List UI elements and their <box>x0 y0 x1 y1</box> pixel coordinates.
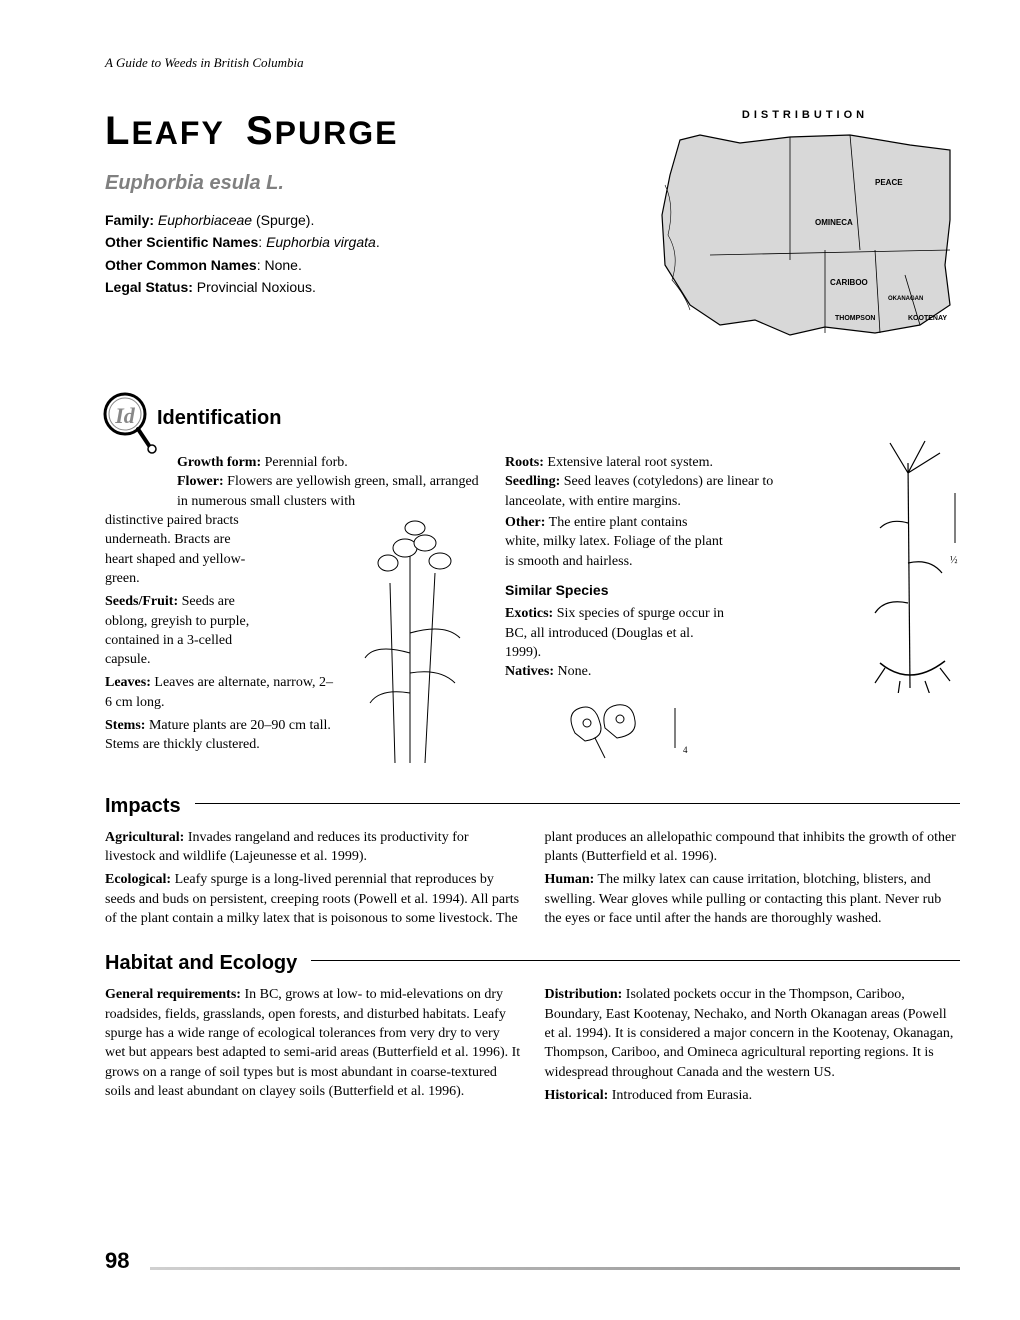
svg-text:Id: Id <box>114 403 136 428</box>
family-label: Family: <box>105 212 154 228</box>
other-common-label: Other Common Names <box>105 257 257 273</box>
family-extra: (Spurge). <box>252 212 314 228</box>
other-common-value: : None. <box>257 257 302 273</box>
region-okanagan: OKANAGAN <box>888 296 923 302</box>
distribution-map: DISTRIBUTION PEACE OMINECA CARIBOO THOMP… <box>650 109 960 369</box>
habitat-title: Habitat and Ecology <box>105 952 297 975</box>
legal-value: Provincial Noxious. <box>193 279 316 295</box>
page-number: 98 <box>105 1248 129 1274</box>
habitat-header: Habitat and Ecology <box>105 952 960 975</box>
ident-col-2-top: Roots: Extensive lateral root system. Se… <box>505 453 815 511</box>
footer-rule <box>150 1267 960 1270</box>
title-rest-1: EAFY <box>131 115 224 151</box>
common-name: LEAFY SPURGE <box>105 109 630 154</box>
meta-family: Family: Euphorbiaceae (Spurge). <box>105 209 630 231</box>
gen-label: General requirements: <box>105 987 241 1002</box>
identification-header: Id Identification <box>105 403 960 453</box>
legal-label: Legal Status: <box>105 279 193 295</box>
other-sci-label: Other Scientific Names <box>105 234 258 250</box>
roots-text: Extensive lateral root system. <box>544 455 713 470</box>
growth-form: Perennial forb. <box>261 455 348 470</box>
hist-label: Historical: <box>545 1088 609 1103</box>
region-thompson: THOMPSON <box>835 315 875 322</box>
region-kootenay: KOOTENAY <box>908 315 947 322</box>
hist-text: Introduced from Eurasia. <box>608 1088 752 1103</box>
habitat-col-2: Distribution: Isolated pockets occur in … <box>545 985 961 1105</box>
title-cap-1: L <box>105 109 131 153</box>
identification-title: Identification <box>157 407 281 430</box>
natives-label: Natives: <box>505 664 554 679</box>
dist-label: Distribution: <box>545 987 623 1002</box>
impacts-header: Impacts <box>105 795 960 818</box>
stem-illustration-icon: ½ <box>850 433 970 693</box>
eco-label: Ecological: <box>105 872 171 887</box>
scientific-name: Euphorbia esula L. <box>105 172 630 195</box>
stems-label: Stems: <box>105 718 145 733</box>
running-header: A Guide to Weeds in British Columbia <box>105 55 960 71</box>
eco-cont: plant produces an allelopathic compound … <box>545 828 961 867</box>
svg-text:4: 4 <box>683 745 688 755</box>
ident-col-1-bottom: distinctive paired bracts underneath. Br… <box>105 511 260 670</box>
seeds-label: Seeds/Fruit: <box>105 594 178 609</box>
region-cariboo: CARIBOO <box>830 278 868 287</box>
meta-other-common: Other Common Names: None. <box>105 254 630 276</box>
title-rest-2: PURGE <box>275 115 399 151</box>
leaves-label: Leaves: <box>105 675 151 690</box>
other-sci-value: Euphorbia virgata <box>266 234 376 250</box>
habitat-rule <box>311 960 960 961</box>
ident-col-1-bottom2: Leaves: Leaves are alternate, narrow, 2–… <box>105 673 340 754</box>
habitat-body: General requirements: In BC, grows at lo… <box>105 985 960 1105</box>
ident-col-2-bottom: Other: The entire plant contains white, … <box>505 513 725 682</box>
flower-cont: distinctive paired bracts underneath. Br… <box>105 511 260 588</box>
scale-label: ½ <box>950 555 958 566</box>
title-row: LEAFY SPURGE Euphorbia esula L. Family: … <box>105 109 960 369</box>
growth-form-label: Growth form: <box>177 455 261 470</box>
seedling-label: Seedling: <box>505 474 560 489</box>
meta-other-sci: Other Scientific Names: Euphorbia virgat… <box>105 231 630 253</box>
ag-label: Agricultural: <box>105 830 184 845</box>
impacts-col-2: plant produces an allelopathic compound … <box>545 828 961 929</box>
identification-body: ½ 4 Growth form: Perennial forb. Flower:… <box>105 453 960 755</box>
region-omineca: OMINECA <box>815 218 853 227</box>
map-title: DISTRIBUTION <box>650 109 960 121</box>
bc-map-icon: PEACE OMINECA CARIBOO THOMPSON OKANAGAN … <box>650 125 960 355</box>
human-text: The milky latex can cause irritation, bl… <box>545 872 942 926</box>
meta-legal: Legal Status: Provincial Noxious. <box>105 276 630 298</box>
title-block: LEAFY SPURGE Euphorbia esula L. Family: … <box>105 109 630 299</box>
habitat-col-1: General requirements: In BC, grows at lo… <box>105 985 521 1105</box>
gen-text: In BC, grows at low- to mid-elevations o… <box>105 987 520 1099</box>
other-label: Other: <box>505 515 545 530</box>
impacts-body: Agricultural: Invades rangeland and redu… <box>105 828 960 929</box>
magnifier-icon: Id <box>95 389 165 459</box>
impacts-col-1: Agricultural: Invades rangeland and redu… <box>105 828 521 929</box>
impacts-rule <box>195 803 960 804</box>
similar-species-heading: Similar Species <box>505 581 725 600</box>
flower-label: Flower: <box>177 474 224 489</box>
impacts-title: Impacts <box>105 795 181 818</box>
roots-label: Roots: <box>505 455 544 470</box>
family-value: Euphorbiaceae <box>158 212 252 228</box>
flower-detail-icon: 4 <box>545 683 715 763</box>
plant-illustration-icon <box>310 493 510 773</box>
natives-text: None. <box>554 664 591 679</box>
exotics-label: Exotics: <box>505 606 553 621</box>
region-peace: PEACE <box>875 178 903 187</box>
title-cap-2: S <box>246 109 275 153</box>
human-label: Human: <box>545 872 595 887</box>
